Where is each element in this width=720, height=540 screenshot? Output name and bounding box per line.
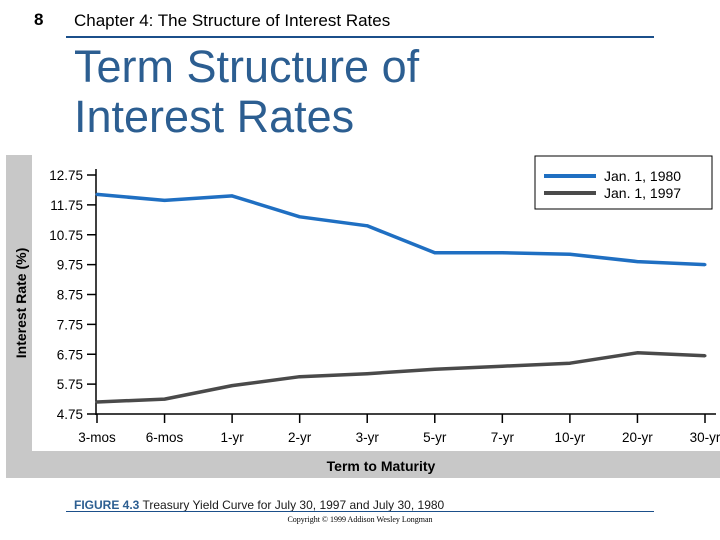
- legend-label-1980: Jan. 1, 1980: [604, 168, 681, 184]
- figure-label: FIGURE 4.3: [74, 498, 140, 512]
- x-tick-label: 6-mos: [146, 430, 184, 445]
- x-tick-label: 1-yr: [220, 430, 244, 445]
- series-line-1: [96, 351, 706, 404]
- slide-title: Term Structure of Interest Rates: [74, 42, 419, 142]
- x-tick-label: 30-yr: [690, 430, 720, 445]
- y-tick-label: 6.75: [57, 347, 83, 362]
- y-tick-label: 10.75: [49, 228, 83, 243]
- x-tick-label: 20-yr: [622, 430, 653, 445]
- series-1-point: [433, 367, 437, 371]
- x-tick-label: 2-yr: [288, 430, 312, 445]
- x-tick-label: 10-yr: [555, 430, 586, 445]
- slide-title-line-2: Interest Rates: [74, 91, 355, 142]
- x-tick-label: 7-yr: [491, 430, 515, 445]
- series-0-point: [163, 198, 167, 202]
- series-1-point: [500, 364, 504, 368]
- y-axis-title: Interest Rate (%): [13, 248, 29, 358]
- figure-caption-text: Treasury Yield Curve for July 30, 1997 a…: [142, 498, 445, 512]
- series-0-point: [365, 224, 369, 228]
- series-line-0: [96, 192, 706, 267]
- series-0-point: [703, 263, 707, 267]
- series-0-point: [568, 252, 572, 256]
- copyright: Copyright © 1999 Addison Wesley Longman: [287, 515, 433, 524]
- yield-curve-chart: Interest Rate (%) Term to Maturity 12.75…: [13, 155, 720, 474]
- series-1-point: [95, 400, 99, 404]
- header-rule: [66, 36, 654, 38]
- figure-caption: FIGURE 4.3 Treasury Yield Curve for July…: [74, 498, 444, 512]
- x-tick-label: 5-yr: [423, 430, 447, 445]
- series-0-point: [635, 260, 639, 264]
- caption-rule: [66, 511, 654, 512]
- series-1-point: [365, 372, 369, 376]
- y-tick-label: 12.75: [49, 168, 83, 183]
- series-1-point: [703, 354, 707, 358]
- x-tick-label: 3-mos: [78, 430, 116, 445]
- series-1-point: [230, 384, 234, 388]
- series-1-point: [568, 361, 572, 365]
- series-1-point: [163, 397, 167, 401]
- series-0-point: [298, 215, 302, 219]
- chapter-header: Chapter 4: The Structure of Interest Rat…: [74, 11, 391, 30]
- series-0-point: [230, 194, 234, 198]
- y-tick-label: 8.75: [57, 288, 83, 303]
- legend: Jan. 1, 1980 Jan. 1, 1997: [534, 155, 713, 210]
- slide-title-line-1: Term Structure of: [74, 41, 420, 92]
- legend-label-1997: Jan. 1, 1997: [604, 185, 681, 201]
- y-tick-label: 5.75: [57, 377, 83, 392]
- y-tick-label: 9.75: [57, 258, 83, 273]
- page-number: 8: [34, 10, 44, 29]
- legend-box: [534, 155, 713, 210]
- series-1-point: [298, 375, 302, 379]
- y-tick-label: 7.75: [57, 317, 83, 332]
- y-tick-label: 4.75: [57, 407, 83, 422]
- x-tick-label: 3-yr: [356, 430, 380, 445]
- chart-panel: Interest Rate (%) Term to Maturity 12.75…: [6, 155, 720, 478]
- series-0-point: [95, 192, 99, 196]
- y-tick-label: 11.75: [50, 198, 83, 213]
- series-0-point: [500, 251, 504, 255]
- x-axis-title: Term to Maturity: [327, 458, 436, 474]
- series-1-point: [635, 351, 639, 355]
- series-0-point: [433, 251, 437, 255]
